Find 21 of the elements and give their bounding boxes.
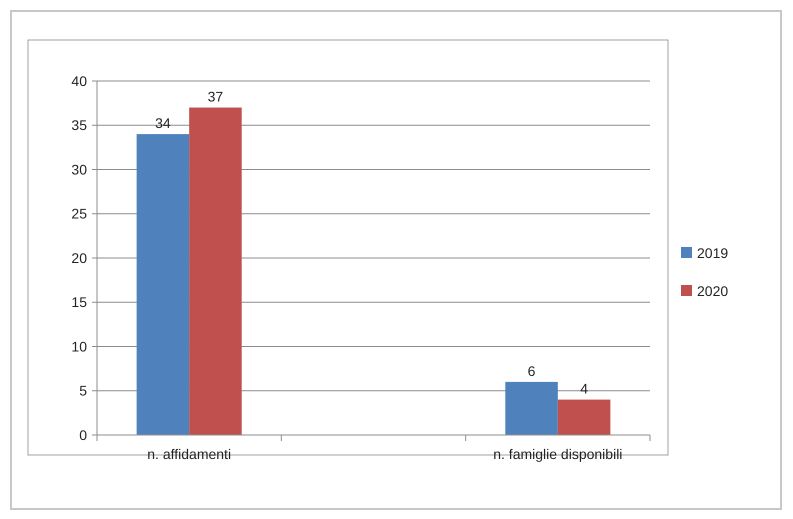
bar — [558, 400, 610, 435]
y-tick-label: 0 — [79, 426, 88, 443]
y-tick-label: 5 — [79, 382, 88, 399]
y-tick-label: 20 — [71, 250, 88, 266]
data-label: 34 — [155, 115, 171, 132]
x-tick-label: n. affidamenti — [147, 446, 232, 462]
data-label: 4 — [580, 380, 588, 397]
bar — [136, 134, 190, 435]
legend-label: 2019 — [697, 244, 728, 261]
bar — [189, 108, 242, 435]
y-tick-label: 30 — [71, 161, 88, 178]
x-tick-label: n. famiglie disponibili — [493, 446, 622, 462]
y-tick-label: 15 — [71, 294, 88, 310]
legend-label: 2020 — [697, 282, 728, 299]
y-tick-label: 40 — [71, 72, 88, 89]
data-label: 6 — [528, 362, 536, 379]
bar — [505, 382, 558, 435]
y-tick-label: 25 — [71, 206, 88, 222]
y-tick-label: 10 — [71, 338, 88, 354]
data-label: 37 — [208, 88, 224, 105]
y-tick-label: 35 — [71, 117, 88, 134]
